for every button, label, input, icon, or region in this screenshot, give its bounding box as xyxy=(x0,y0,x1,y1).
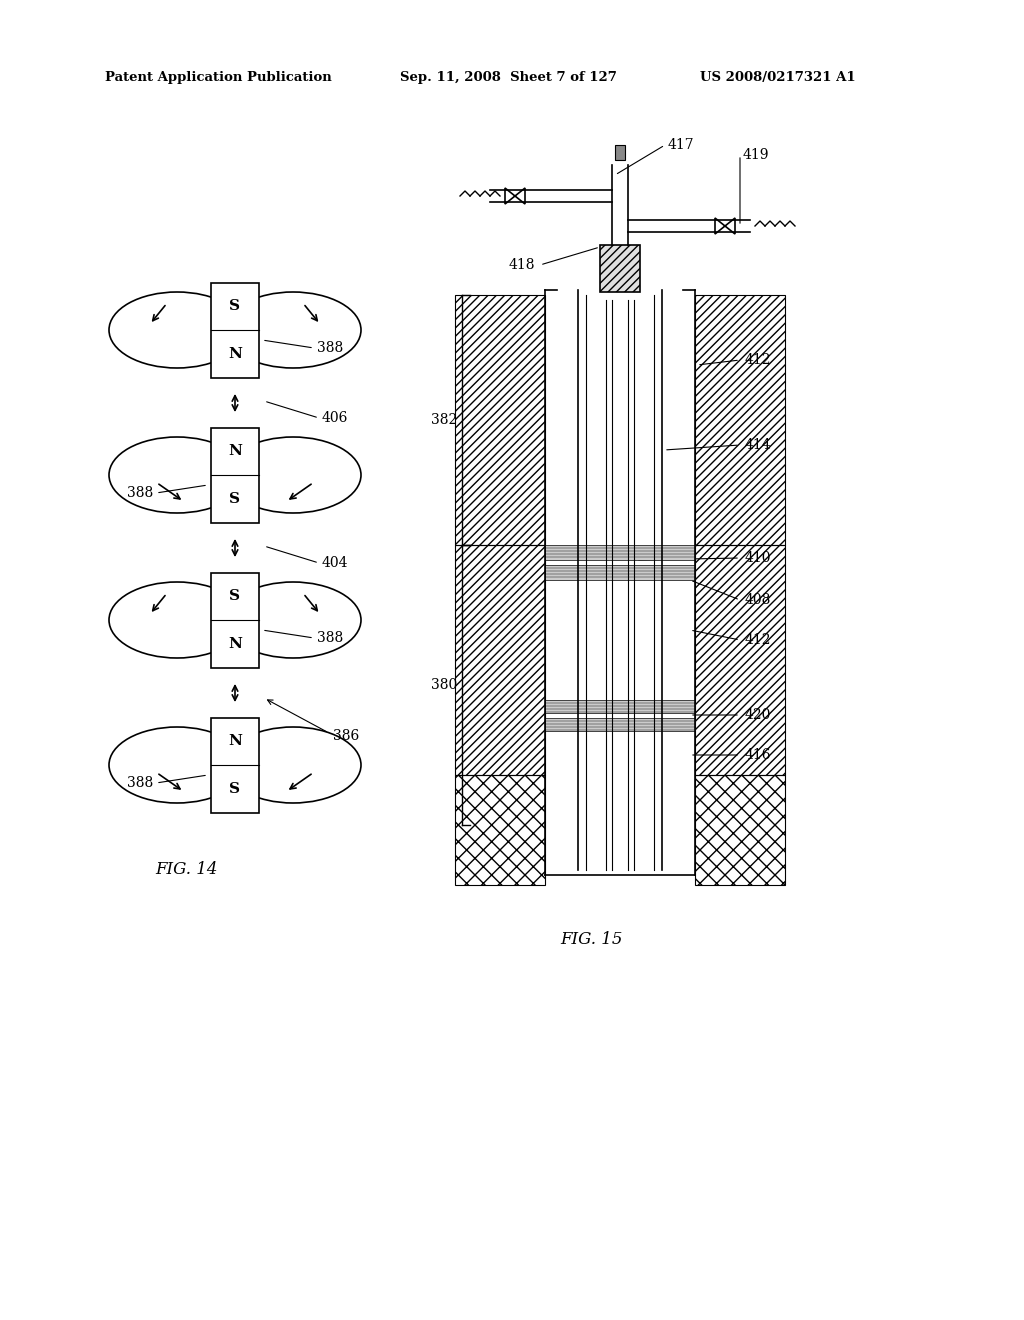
Text: 380: 380 xyxy=(431,678,457,692)
Text: S: S xyxy=(229,492,241,506)
Text: 418: 418 xyxy=(509,257,535,272)
Text: 410: 410 xyxy=(745,550,771,565)
Text: 412: 412 xyxy=(745,634,771,647)
Bar xyxy=(695,294,785,545)
Text: 420: 420 xyxy=(745,708,771,722)
Text: 408: 408 xyxy=(745,593,771,607)
Text: 416: 416 xyxy=(745,748,771,762)
Text: 388: 388 xyxy=(127,776,153,789)
Text: 417: 417 xyxy=(668,139,694,152)
Text: 406: 406 xyxy=(322,411,348,425)
Bar xyxy=(695,775,785,884)
Bar xyxy=(662,290,695,545)
Text: 388: 388 xyxy=(317,341,343,355)
Bar xyxy=(545,700,695,713)
Bar xyxy=(600,246,640,292)
Bar xyxy=(455,775,545,884)
Text: N: N xyxy=(228,636,242,651)
Text: N: N xyxy=(228,445,242,458)
Text: 382: 382 xyxy=(431,413,457,426)
Bar xyxy=(615,145,625,160)
Bar xyxy=(211,282,259,378)
Text: N: N xyxy=(228,734,242,748)
Text: Patent Application Publication: Patent Application Publication xyxy=(105,71,332,84)
Text: S: S xyxy=(229,589,241,603)
Bar xyxy=(545,545,695,560)
Bar xyxy=(211,428,259,523)
Bar xyxy=(695,545,785,775)
Text: 386: 386 xyxy=(333,729,359,743)
Text: 414: 414 xyxy=(745,438,772,451)
Text: S: S xyxy=(229,781,241,796)
Text: Sep. 11, 2008  Sheet 7 of 127: Sep. 11, 2008 Sheet 7 of 127 xyxy=(400,71,616,84)
Text: FIG. 14: FIG. 14 xyxy=(155,862,217,879)
Text: FIG. 15: FIG. 15 xyxy=(560,932,623,949)
Bar xyxy=(545,290,578,545)
Text: 404: 404 xyxy=(322,556,348,570)
Text: 419: 419 xyxy=(743,148,769,162)
Bar xyxy=(211,573,259,668)
Text: 388: 388 xyxy=(317,631,343,645)
Bar xyxy=(545,718,695,731)
Bar xyxy=(455,294,545,545)
Text: 412: 412 xyxy=(745,352,771,367)
Bar xyxy=(455,545,545,775)
Text: US 2008/0217321 A1: US 2008/0217321 A1 xyxy=(700,71,856,84)
Text: N: N xyxy=(228,347,242,360)
Bar xyxy=(545,565,695,579)
Bar xyxy=(211,718,259,813)
Text: 388: 388 xyxy=(127,486,153,500)
Text: S: S xyxy=(229,300,241,313)
